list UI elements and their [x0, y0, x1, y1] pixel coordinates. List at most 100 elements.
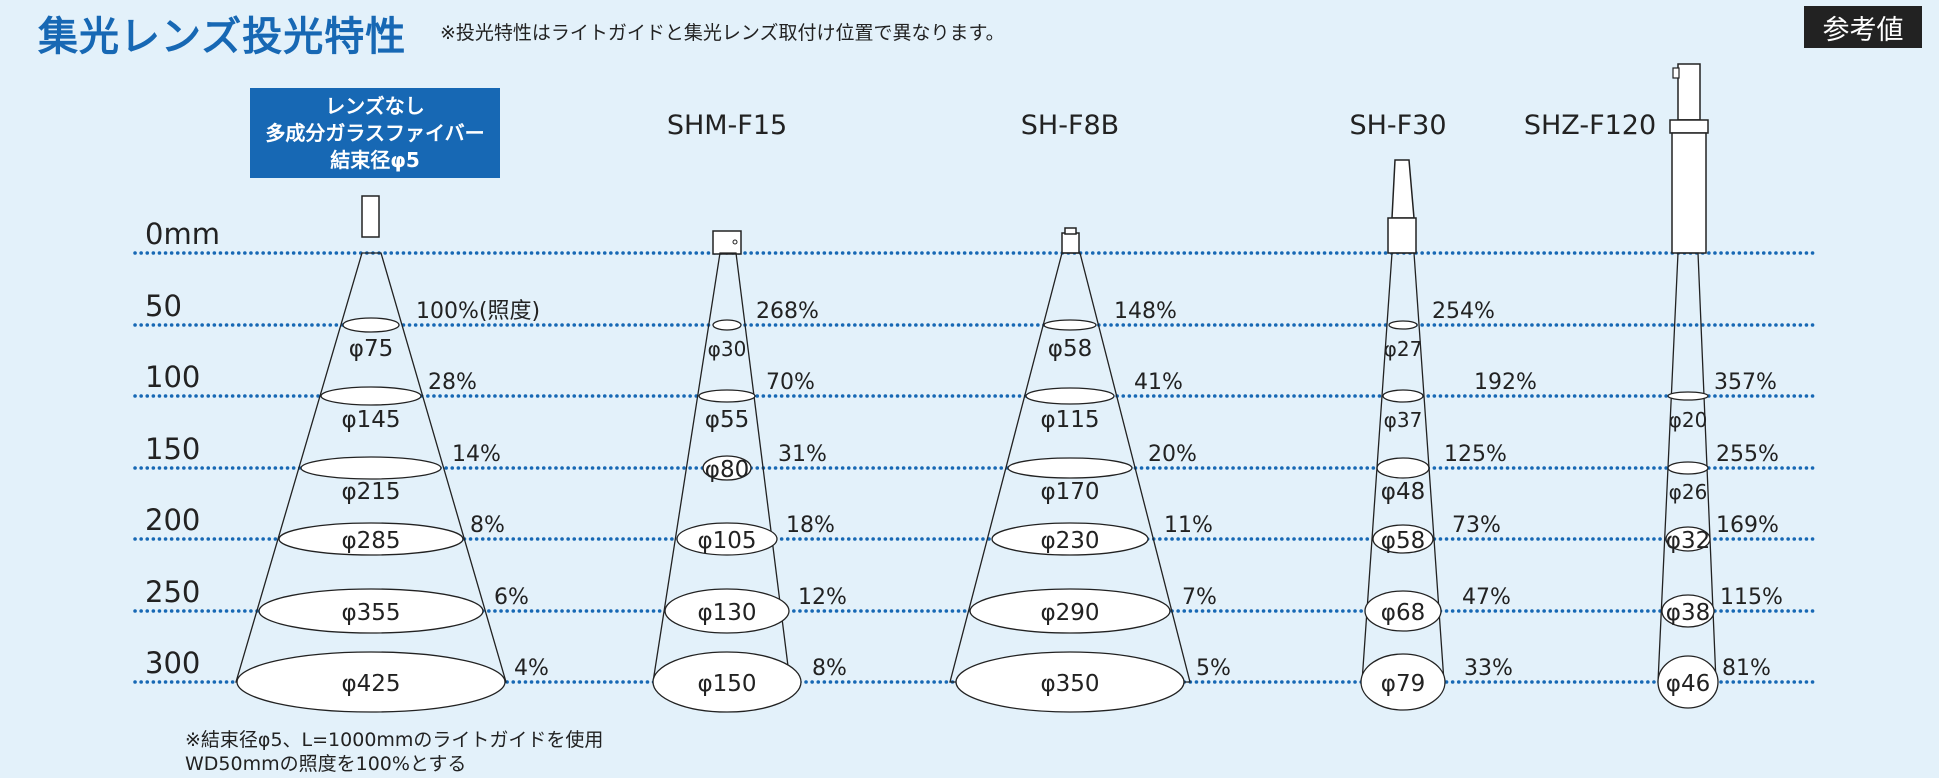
spot-ellipse	[1382, 389, 1424, 403]
spot-ellipse	[1657, 655, 1719, 709]
spot-ellipse	[702, 455, 752, 481]
spot-ellipse	[320, 386, 422, 406]
illuminance-label: 70%	[766, 370, 815, 395]
illuminance-label: 357%	[1714, 370, 1777, 395]
illuminance-label: 254%	[1432, 299, 1495, 324]
spot-diameter-label: φ350	[1040, 671, 1099, 697]
illuminance-label: 20%	[1148, 442, 1197, 467]
distance-label: 250	[145, 575, 200, 609]
light-cone	[235, 252, 507, 683]
illuminance-label: 28%	[428, 370, 477, 395]
lens-barrel	[1671, 132, 1707, 254]
spot-diameter-label: φ425	[341, 671, 400, 697]
spot-diameter-label: φ27	[1384, 337, 1423, 361]
spot-diameter-label: φ115	[1040, 407, 1099, 433]
spot-ellipse	[236, 651, 506, 713]
distance-label: 150	[145, 432, 200, 466]
illuminance-label: 31%	[778, 442, 827, 467]
header-note: ※投光特性はライトガイドと集光レンズ取付け位置で異なります。	[440, 22, 1005, 44]
lens-taper	[1391, 159, 1415, 219]
illuminance-label: 73%	[1452, 513, 1501, 538]
illuminance-label: 255%	[1716, 442, 1779, 467]
spot-diameter-label: φ285	[341, 528, 400, 554]
illuminance-label: 8%	[812, 656, 847, 681]
spot-ellipse	[300, 456, 442, 480]
lens-screw	[732, 239, 738, 245]
spot-diameter-label: φ230	[1040, 528, 1099, 554]
illuminance-label: 115%	[1720, 585, 1783, 610]
illuminance-label: 47%	[1462, 585, 1511, 610]
spot-diameter-label: φ215	[341, 479, 400, 505]
distance-label: 200	[145, 503, 200, 537]
spot-diameter-label: φ58	[1048, 336, 1092, 362]
lens-head	[1061, 232, 1080, 254]
lens-head	[1387, 217, 1417, 254]
light-guide-head	[361, 195, 380, 238]
illuminance-label: 81%	[1722, 656, 1771, 681]
spot-ellipse	[712, 319, 742, 331]
spot-diameter-label: φ55	[705, 407, 749, 433]
spot-ellipse	[1667, 461, 1709, 475]
lens-head	[712, 230, 742, 255]
spot-ellipse	[1372, 524, 1434, 554]
illuminance-label: 4%	[514, 656, 549, 681]
spot-diameter-label: φ145	[341, 407, 400, 433]
illuminance-label: 12%	[798, 585, 847, 610]
distance-label: 300	[145, 646, 200, 680]
spot-diameter-label: φ105	[697, 528, 756, 554]
spot-ellipse	[676, 522, 778, 556]
spot-diameter-label: φ32	[1666, 528, 1710, 554]
spot-diameter-label: φ130	[697, 600, 756, 626]
spot-ellipse	[955, 651, 1185, 713]
spot-ellipse	[278, 522, 464, 556]
spot-ellipse	[1025, 387, 1115, 405]
lens-collar-ring	[1669, 119, 1709, 134]
spot-diameter-label: φ20	[1669, 408, 1708, 432]
lens-label-line: レンズなし	[325, 93, 425, 118]
lens-label-shz-f120: SHZ-F120	[1523, 110, 1657, 141]
spot-diameter-label: φ79	[1381, 671, 1425, 697]
lens-top	[1677, 63, 1701, 121]
lens-label-line: 結束径φ5	[330, 147, 420, 172]
lens-label-sh-f30: SH-F30	[1349, 110, 1447, 141]
spot-ellipse	[258, 588, 484, 634]
spot-diameter-label: φ46	[1666, 671, 1710, 697]
lens-label-line: 多成分ガラスファイバー	[265, 120, 485, 145]
footnote: ※結束径φ5、L=1000mmのライトガイドを使用 WD50mmの照度を100%…	[185, 728, 603, 776]
spot-ellipse	[1376, 457, 1430, 479]
page-title: 集光レンズ投光特性	[38, 14, 407, 60]
spot-ellipse	[1665, 526, 1711, 552]
distance-label: 50	[145, 289, 182, 323]
spot-diameter-label: φ30	[708, 337, 747, 361]
light-cone	[949, 252, 1191, 683]
spot-diameter-label: φ48	[1381, 479, 1425, 505]
spot-ellipse	[969, 588, 1171, 634]
spot-ellipse	[1388, 320, 1418, 330]
illuminance-label: 148%	[1114, 299, 1177, 324]
reference-badge: 参考値	[1804, 6, 1922, 48]
spot-diameter-label: φ38	[1666, 600, 1710, 626]
spot-diameter-label: φ355	[341, 600, 400, 626]
lens-knob	[1672, 67, 1680, 79]
spot-diameter-label: φ26	[1669, 480, 1708, 504]
spot-ellipse	[1667, 391, 1709, 401]
spot-diameter-label: φ170	[1040, 479, 1099, 505]
distance-label: 100	[145, 360, 200, 394]
spot-diameter-label: φ68	[1381, 600, 1425, 626]
illuminance-label: 7%	[1182, 585, 1217, 610]
spot-ellipse	[1360, 653, 1446, 711]
spot-ellipse	[652, 651, 802, 713]
illuminance-label: 5%	[1196, 656, 1231, 681]
spot-ellipse	[1007, 457, 1133, 479]
spot-ellipse	[1661, 594, 1715, 628]
illuminance-label: 192%	[1474, 370, 1537, 395]
spot-diameter-label: φ58	[1381, 528, 1425, 554]
illuminance-label: 33%	[1464, 656, 1513, 681]
spot-diameter-label: φ150	[697, 671, 756, 697]
illuminance-label: 100%(照度)	[416, 299, 540, 324]
spot-diameter-label: φ75	[349, 336, 393, 362]
footnote-line: ※結束径φ5、L=1000mmのライトガイドを使用	[185, 729, 604, 751]
illuminance-label: 14%	[452, 442, 501, 467]
illuminance-label: 268%	[756, 299, 819, 324]
